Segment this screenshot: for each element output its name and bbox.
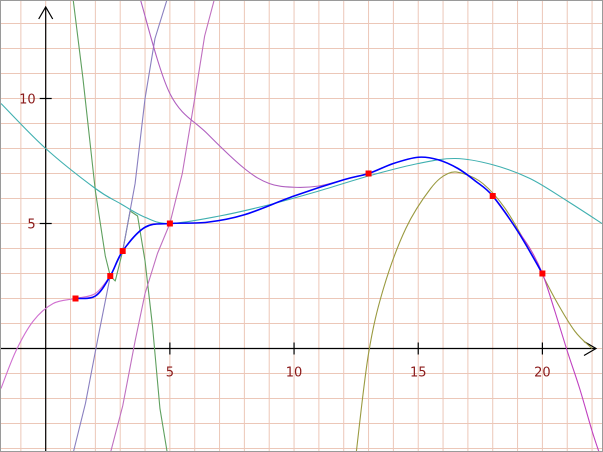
x-tick-label: 10 xyxy=(286,366,303,381)
x-tick-label: 5 xyxy=(166,366,174,381)
data-point xyxy=(166,220,173,227)
y-axis-arrow xyxy=(38,5,54,20)
data-point xyxy=(72,295,79,302)
x-tick-label: 20 xyxy=(534,366,551,381)
axes xyxy=(1,5,598,451)
series-line xyxy=(110,1,215,451)
data-point xyxy=(489,193,496,199)
data-point xyxy=(539,270,546,277)
tick-labels: 5 10 15 20 5 10 xyxy=(19,93,551,381)
x-tick-label: 15 xyxy=(410,366,427,381)
y-tick-label: 10 xyxy=(19,93,36,108)
data-point xyxy=(107,273,114,279)
series-line xyxy=(140,1,369,188)
data-points xyxy=(72,170,546,302)
y-tick-label: 5 xyxy=(27,218,35,233)
data-point xyxy=(119,248,126,254)
series-line xyxy=(355,171,593,451)
series-line xyxy=(1,103,602,225)
series-line xyxy=(1,275,111,389)
data-point xyxy=(365,170,372,177)
x-axis-arrow xyxy=(583,340,598,357)
